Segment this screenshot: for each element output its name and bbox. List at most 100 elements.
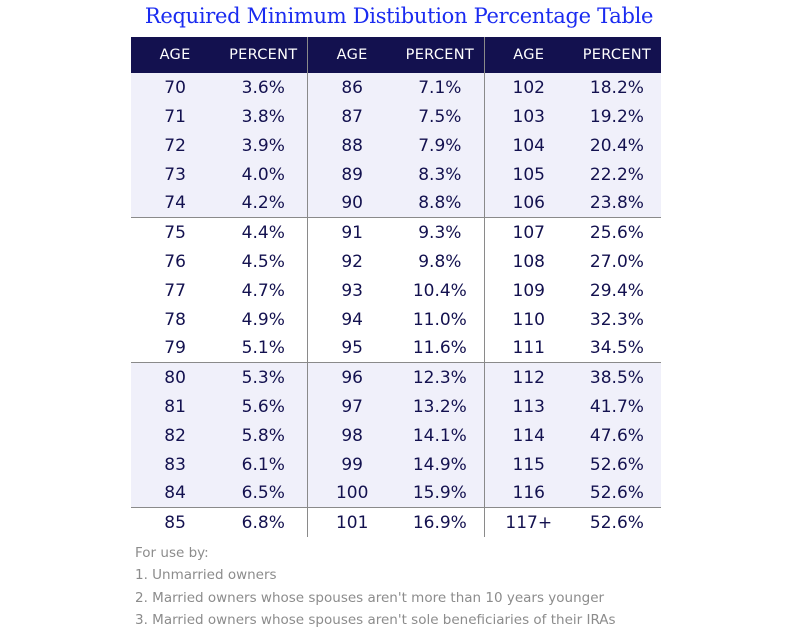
header-age: AGE xyxy=(159,47,191,63)
rmd-table: AGE PERCENT AGE PERCENT AGE PERCENT 70 3.6% 86 7… xyxy=(131,37,661,537)
percent-cell: 15.9% xyxy=(412,483,467,503)
header-group: AGE PERCENT xyxy=(485,37,661,73)
percent-cell: 25.6% xyxy=(589,222,644,243)
percent-cell: 4.2% xyxy=(241,193,285,213)
age-cell: 102 xyxy=(512,77,545,98)
age-cell: 70 xyxy=(164,77,186,98)
age-cell: 110 xyxy=(512,309,545,330)
row-group: 81 5.6% xyxy=(131,392,307,421)
footnote-intro: For use by: xyxy=(135,545,209,561)
percent-cell: 52.6% xyxy=(589,454,644,475)
row-group: 104 20.4% xyxy=(485,131,661,160)
table-body: 70 3.6% 86 7.1% 102 18.2% 71 3.8% 87 7.5% 103 19.2%… xyxy=(131,73,661,537)
row-group: 84 6.5% xyxy=(131,479,307,507)
row-group: 108 27.0% xyxy=(485,247,661,276)
age-cell: 89 xyxy=(341,164,363,185)
percent-cell: 16.9% xyxy=(412,512,467,533)
percent-cell: 7.1% xyxy=(418,77,462,98)
age-cell: 93 xyxy=(341,280,363,301)
header-percent: PERCENT xyxy=(582,47,652,63)
percent-cell: 41.7% xyxy=(589,396,644,417)
age-cell: 101 xyxy=(335,512,369,533)
percent-cell: 7.5% xyxy=(418,106,462,127)
table-row: 84 6.5% 100 15.9% 116 52.6% xyxy=(131,479,661,508)
percent-cell: 14.9% xyxy=(412,454,467,475)
row-group: 90 8.8% xyxy=(307,189,485,217)
row-group: 103 19.2% xyxy=(485,102,661,131)
age-cell: 91 xyxy=(341,222,363,243)
percent-cell: 27.0% xyxy=(589,251,644,272)
percent-cell: 10.4% xyxy=(412,280,467,301)
percent-cell: 4.5% xyxy=(241,251,285,272)
age-cell: 81 xyxy=(164,396,186,417)
age-cell: 85 xyxy=(164,512,186,533)
age-cell: 76 xyxy=(164,251,186,272)
row-group: 111 34.5% xyxy=(485,334,661,362)
percent-cell: 11.0% xyxy=(412,309,467,330)
table-row: 81 5.6% 97 13.2% 113 41.7% xyxy=(131,392,661,421)
table-row: 78 4.9% 94 11.0% 110 32.3% xyxy=(131,305,661,334)
age-cell: 103 xyxy=(512,106,545,127)
age-cell: 117+ xyxy=(505,512,553,533)
percent-cell: 12.3% xyxy=(412,367,467,388)
table-row: 85 6.8% 101 16.9% 117+ 52.6% xyxy=(131,508,661,537)
percent-cell: 4.7% xyxy=(241,280,285,301)
table-row: 79 5.1% 95 11.6% 111 34.5% xyxy=(131,334,661,363)
percent-cell: 5.3% xyxy=(241,367,285,388)
row-group: 94 11.0% xyxy=(307,305,485,334)
header-age: AGE xyxy=(336,47,368,63)
age-cell: 100 xyxy=(335,483,369,503)
table-row: 72 3.9% 88 7.9% 104 20.4% xyxy=(131,131,661,160)
percent-cell: 6.1% xyxy=(241,454,285,475)
age-cell: 115 xyxy=(512,454,545,475)
table-row: 75 4.4% 91 9.3% 107 25.6% xyxy=(131,218,661,247)
row-group: 82 5.8% xyxy=(131,421,307,450)
age-cell: 107 xyxy=(512,222,545,243)
row-group: 78 4.9% xyxy=(131,305,307,334)
percent-cell: 13.2% xyxy=(412,396,467,417)
age-cell: 74 xyxy=(164,193,186,213)
row-group: 112 38.5% xyxy=(485,363,661,392)
row-group: 86 7.1% xyxy=(307,73,485,102)
age-cell: 99 xyxy=(341,454,363,475)
row-group: 98 14.1% xyxy=(307,421,485,450)
percent-cell: 4.0% xyxy=(241,164,285,185)
table-row: 82 5.8% 98 14.1% 114 47.6% xyxy=(131,421,661,450)
table-header: AGE PERCENT AGE PERCENT AGE PERCENT xyxy=(131,37,661,73)
age-cell: 109 xyxy=(512,280,545,301)
row-group: 97 13.2% xyxy=(307,392,485,421)
row-group: 109 29.4% xyxy=(485,276,661,305)
percent-cell: 6.8% xyxy=(241,512,285,533)
age-cell: 82 xyxy=(164,425,186,446)
row-group: 114 47.6% xyxy=(485,421,661,450)
row-group: 74 4.2% xyxy=(131,189,307,217)
percent-cell: 19.2% xyxy=(589,106,644,127)
age-cell: 77 xyxy=(164,280,186,301)
age-cell: 108 xyxy=(512,251,545,272)
percent-cell: 5.8% xyxy=(241,425,285,446)
row-group: 75 4.4% xyxy=(131,218,307,247)
table-row: 76 4.5% 92 9.8% 108 27.0% xyxy=(131,247,661,276)
percent-cell: 5.1% xyxy=(241,338,285,358)
age-cell: 97 xyxy=(341,396,363,417)
percent-cell: 9.3% xyxy=(418,222,462,243)
age-cell: 73 xyxy=(164,164,186,185)
table-row: 71 3.8% 87 7.5% 103 19.2% xyxy=(131,102,661,131)
age-cell: 98 xyxy=(341,425,363,446)
row-group: 117+ 52.6% xyxy=(485,508,661,537)
percent-cell: 6.5% xyxy=(241,483,285,503)
header-age: AGE xyxy=(513,47,545,63)
age-cell: 96 xyxy=(341,367,363,388)
age-cell: 92 xyxy=(341,251,363,272)
row-group: 105 22.2% xyxy=(485,160,661,189)
footnotes: For use by: 1. Unmarried owners 2. Married… xyxy=(135,542,616,631)
age-cell: 114 xyxy=(512,425,545,446)
table-row: 80 5.3% 96 12.3% 112 38.5% xyxy=(131,363,661,392)
page-title: Required Minimum Distibution Percentage … xyxy=(144,4,654,28)
row-group: 83 6.1% xyxy=(131,450,307,479)
percent-cell: 11.6% xyxy=(412,338,467,358)
row-group: 113 41.7% xyxy=(485,392,661,421)
percent-cell: 29.4% xyxy=(589,280,644,301)
row-group: 85 6.8% xyxy=(131,508,307,537)
percent-cell: 14.1% xyxy=(412,425,467,446)
